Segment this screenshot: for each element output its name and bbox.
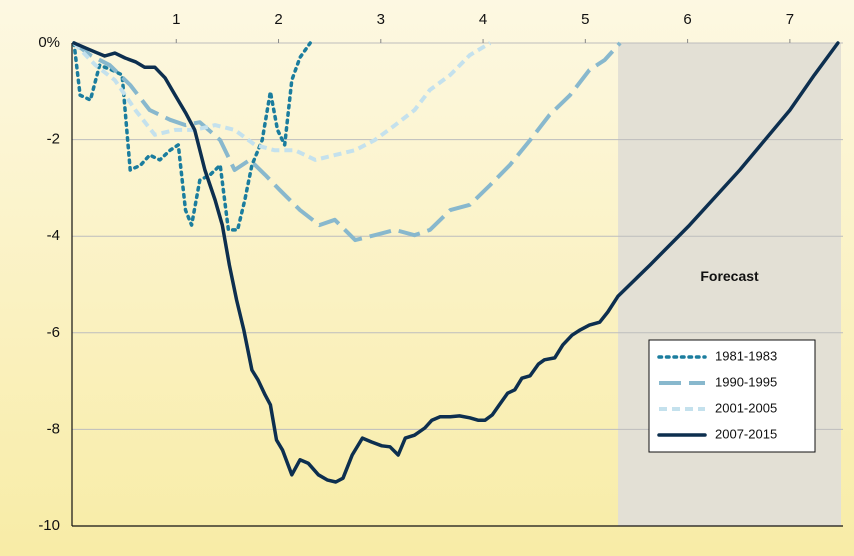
x-tick-label: 4 <box>479 11 487 28</box>
series-line <box>72 41 622 243</box>
x-tick-label: 7 <box>786 11 794 28</box>
legend-label: 1990-1995 <box>715 374 777 389</box>
y-tick-label: -8 <box>47 420 60 437</box>
x-tick-label: 3 <box>377 11 385 28</box>
series-line <box>72 41 312 232</box>
series-line <box>72 41 840 484</box>
y-tick-label: -10 <box>38 517 60 534</box>
series-line <box>72 41 492 162</box>
x-tick-label: 6 <box>683 11 691 28</box>
y-tick-label: -6 <box>47 324 60 341</box>
forecast-region <box>618 43 841 526</box>
legend: 1981-1983 1990-1995 2001-2005 2007-2015 <box>648 339 816 453</box>
y-tick-label: -4 <box>47 227 60 244</box>
legend-label: 2007-2015 <box>715 426 777 441</box>
legend-label: 1981-1983 <box>715 348 777 363</box>
forecast-label: Forecast <box>700 268 759 284</box>
plot-area: 0% -2 -4 -6 -8 -10 1 2 3 4 5 6 7 Forecast 1981-1983 199… <box>38 11 843 534</box>
x-tick-label: 2 <box>274 11 282 28</box>
x-tick-label: 1 <box>172 11 180 28</box>
legend-label: 2001-2005 <box>715 400 777 415</box>
y-tick-label: 0% <box>38 34 60 51</box>
y-tick-label: -2 <box>47 131 60 148</box>
x-tick-label: 5 <box>581 11 589 28</box>
